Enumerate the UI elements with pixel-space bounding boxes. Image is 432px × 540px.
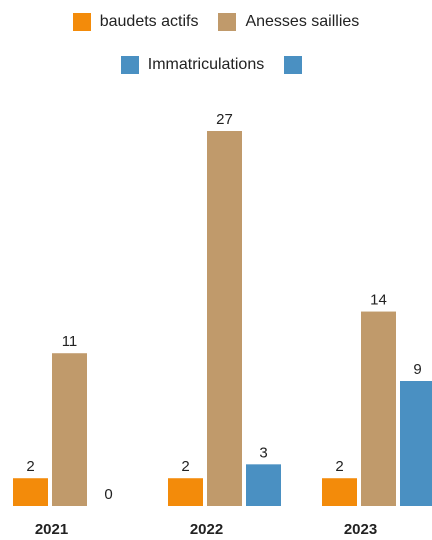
legend-swatch-anesses-saillies [218,13,237,31]
legend-item-anesses-saillies: Anesses saillies [218,13,359,31]
bar-immatriculations-2022 [246,464,281,506]
data-label-anesses-saillies-2021: 11 [62,333,78,350]
legend-label-anesses-saillies: Anesses saillies [245,13,360,30]
data-label-anesses-saillies-2023: 14 [370,292,387,309]
data-label-baudets-actifs-2023: 2 [335,458,343,475]
legend-label-immatriculations: Immatriculations [147,56,265,73]
bar-immatriculations-2023 [400,381,432,506]
x-tick-label-2022: 2022 [190,521,223,538]
legend-swatch-baudets-actifs [72,13,91,31]
legend-swatch-extra [284,56,303,74]
legend-row-2: Immatriculations [0,56,432,74]
bar-baudets-actifs-2021 [13,478,48,506]
legend-row-1: baudets actifs Anesses saillies [0,13,432,31]
x-tick-label-2023: 2023 [344,521,377,538]
legend-swatch-immatriculations [120,56,139,74]
data-label-anesses-saillies-2022: 27 [216,111,233,128]
bar-anesses-saillies-2021 [52,353,87,506]
data-label-baudets-actifs-2021: 2 [26,458,34,475]
bar-baudets-actifs-2023 [322,478,357,506]
legend-item-extra [284,56,311,74]
legend-item-immatriculations: Immatriculations [120,56,265,74]
bar-baudets-actifs-2022 [168,478,203,506]
legend-label-baudets-actifs: baudets actifs [99,13,199,30]
x-tick-label-2021: 2021 [35,521,68,538]
data-label-immatriculations-2022: 3 [259,444,267,461]
data-label-baudets-actifs-2022: 2 [181,458,189,475]
bar-anesses-saillies-2022 [207,131,242,506]
legend-item-baudets-actifs: baudets actifs [72,13,199,31]
bar-anesses-saillies-2023 [361,311,396,506]
data-label-immatriculations-2021: 0 [104,486,112,503]
data-label-immatriculations-2023: 9 [413,361,421,378]
